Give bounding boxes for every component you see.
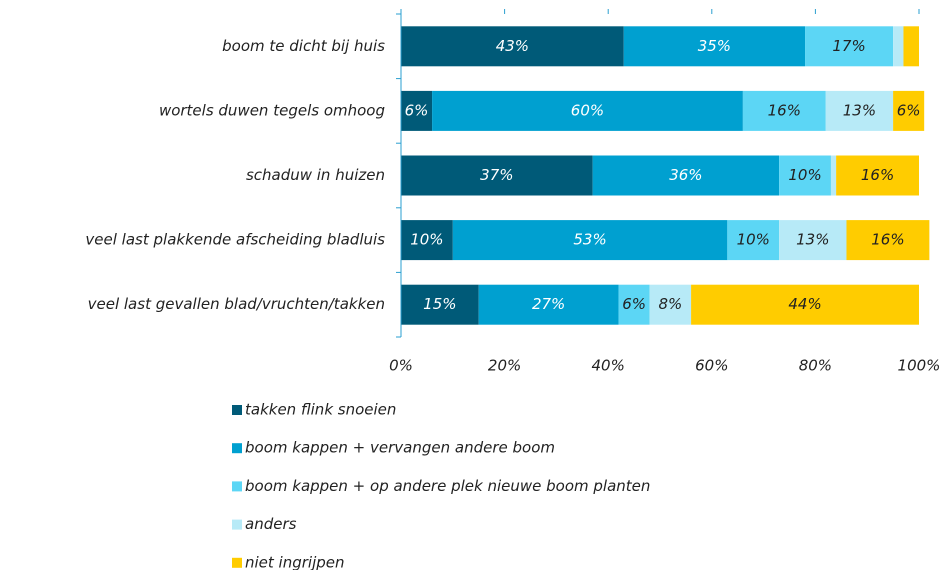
bar-segment (742, 90, 826, 131)
bar-segment (727, 220, 780, 261)
bar-segment (779, 220, 847, 261)
legend-swatch (232, 443, 242, 454)
bar-segment (649, 284, 692, 325)
value-label: 17% (832, 37, 865, 55)
value-label: 10% (410, 231, 443, 249)
value-label: 6% (405, 101, 429, 119)
x-tick-label: 0% (389, 357, 413, 375)
category-label: schaduw in huizen (246, 166, 385, 184)
x-tick-label: 60% (695, 357, 728, 375)
bar-segment (830, 155, 837, 196)
x-tick-label: 100% (898, 357, 941, 375)
bar-segment (618, 284, 650, 325)
bar-segment (903, 26, 919, 67)
legend-label: boom kappen + vervangen andere boom (245, 439, 555, 457)
bar-segment (432, 90, 743, 131)
value-label: 60% (571, 101, 604, 119)
x-tick-label: 20% (488, 357, 521, 375)
value-label: 6% (897, 101, 921, 119)
value-label: 6% (622, 295, 646, 313)
legend-label: niet ingrijpen (245, 553, 345, 570)
value-label: 10% (737, 231, 770, 249)
value-label: 16% (768, 101, 801, 119)
bar-segment (779, 155, 831, 196)
value-label: 36% (669, 166, 702, 184)
value-label: 44% (788, 295, 821, 313)
bar-segment (805, 26, 894, 67)
bar-segment (893, 26, 904, 67)
bar-segment (893, 90, 925, 131)
legend-label: takken flink snoeien (245, 401, 396, 419)
bar-segment (401, 26, 624, 67)
value-label: 27% (532, 295, 565, 313)
value-label: 16% (871, 231, 904, 249)
category-label: veel last gevallen blad/vruchten/takken (88, 295, 385, 313)
value-label: 16% (861, 166, 894, 184)
bar-segment (401, 155, 593, 196)
legend-swatch (232, 405, 242, 415)
bar-segment (825, 90, 894, 131)
bar-segment (478, 284, 619, 325)
value-label: 8% (658, 295, 682, 313)
value-label: 35% (698, 37, 731, 55)
bar-segment (836, 155, 919, 196)
bar-segment (846, 220, 930, 261)
legend-swatch (232, 481, 242, 492)
bar-segment (401, 90, 433, 131)
legend-label: anders (245, 515, 297, 533)
x-tick-label: 40% (592, 357, 625, 375)
value-label: 10% (788, 166, 821, 184)
legend-swatch (232, 557, 242, 568)
legend-swatch (232, 519, 242, 530)
bar-segment (691, 284, 919, 325)
value-label: 13% (796, 231, 829, 249)
category-label: wortels duwen tegels omhoog (159, 101, 385, 119)
bar-segment (401, 284, 479, 325)
value-label: 43% (496, 37, 529, 55)
category-label: boom te dicht bij huis (222, 37, 385, 55)
bar-segment (592, 155, 780, 196)
category-label: veel last plakkende afscheiding bladluis (85, 231, 385, 249)
value-label: 53% (573, 231, 606, 249)
value-label: 13% (843, 101, 876, 119)
value-label: 37% (480, 166, 513, 184)
bar-segment (623, 26, 806, 67)
x-tick-label: 80% (799, 357, 832, 375)
bar-segment (452, 220, 728, 261)
value-label: 15% (423, 295, 456, 313)
bar-segment (401, 220, 453, 261)
legend-label: boom kappen + op andere plek nieuwe boom… (245, 477, 650, 495)
